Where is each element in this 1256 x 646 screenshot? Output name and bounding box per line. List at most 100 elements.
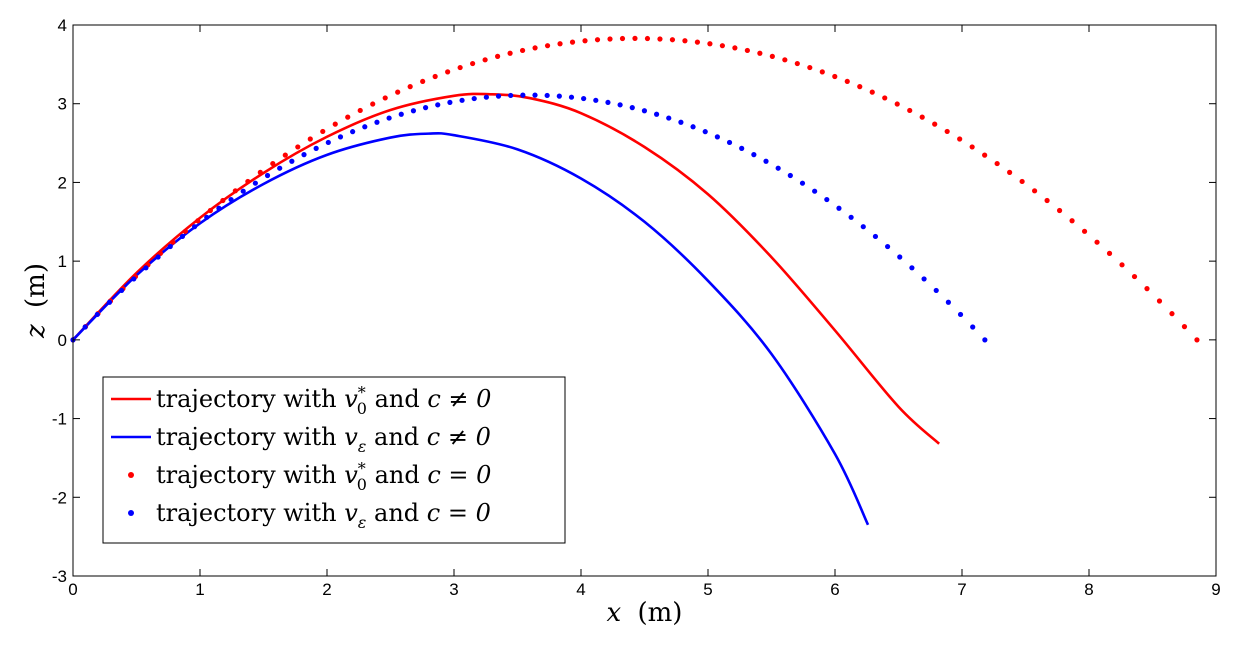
series-point (307, 136, 313, 142)
x-tick-label: 2 (322, 580, 331, 599)
series-point (1044, 197, 1050, 204)
series-point (362, 124, 368, 130)
series-point (757, 50, 763, 56)
legend-var-2: v (344, 461, 358, 489)
legend-var-3: v (344, 499, 358, 527)
y-tick-label: 2 (58, 173, 67, 192)
series-point (897, 254, 903, 260)
series-point (1131, 273, 1138, 280)
series-point (195, 218, 201, 224)
series-point (220, 197, 226, 204)
series-point (167, 243, 173, 250)
series-point (666, 115, 672, 121)
plot-frame (72, 24, 1217, 577)
x-axis-variable: x (607, 598, 622, 628)
series-point (407, 84, 413, 90)
series-point (641, 108, 648, 114)
x-tick-label: 8 (1084, 580, 1093, 599)
series-point (435, 102, 441, 108)
y-tick-label: 0 (58, 331, 67, 350)
series-point (669, 37, 676, 43)
y-tick-label: -1 (52, 410, 67, 429)
x-axis-unit: (m) (637, 598, 682, 628)
legend-mid-0: and (367, 385, 427, 413)
y-axis-variable: z (21, 324, 51, 339)
series-point (337, 134, 344, 140)
series-point (769, 53, 775, 59)
series-point (1007, 169, 1013, 175)
legend-swatch-3 (128, 510, 134, 516)
series-point (970, 324, 976, 330)
series-point (557, 41, 563, 47)
legend-pre-0: trajectory with (156, 385, 344, 413)
series-point (763, 158, 769, 164)
series-point (726, 139, 733, 146)
legend-sup-2: * (358, 459, 366, 478)
series-point (240, 188, 246, 194)
series-point (410, 108, 417, 114)
legend-cond-3: c = 0 (427, 499, 491, 527)
series-point (569, 39, 576, 45)
y-tick-label: -3 (52, 567, 67, 586)
series-point (1194, 337, 1200, 343)
y-tick-label: 4 (58, 16, 67, 35)
series-point (495, 93, 502, 99)
series-point (471, 95, 477, 102)
series-point (1094, 239, 1100, 245)
legend-label-1: trajectory with vε and c ≠ 0 (156, 423, 491, 456)
series-point (844, 78, 850, 85)
series-point (1156, 298, 1163, 304)
series-point (301, 152, 307, 158)
series-point (744, 47, 750, 54)
series-point (907, 107, 913, 114)
series-point (594, 37, 601, 43)
y-tick-label: 3 (58, 95, 67, 114)
x-tick-label: 3 (449, 580, 458, 599)
series-point (482, 57, 488, 63)
series-point (191, 224, 198, 230)
series-point (350, 129, 356, 135)
series-point (824, 196, 830, 203)
series-point (398, 111, 404, 117)
series-point (556, 93, 562, 99)
series-point (325, 139, 331, 146)
series-point (632, 35, 638, 41)
legend-sub-0: 0 (357, 399, 367, 418)
legend-var-0: v (344, 385, 358, 413)
series-point (422, 105, 429, 111)
x-tick-label: 4 (576, 580, 585, 599)
series-point (775, 165, 781, 171)
series-point (919, 114, 925, 120)
plot-marks (70, 35, 1200, 526)
legend-sub-3: ε (358, 513, 367, 532)
series-point (832, 73, 838, 80)
series-point (155, 254, 161, 260)
series-point (374, 119, 380, 125)
series-point (617, 102, 623, 108)
series-point (1144, 286, 1150, 292)
series-point (459, 97, 465, 103)
series-point (119, 287, 125, 294)
series-point (170, 239, 176, 245)
series-point (957, 311, 964, 318)
x-tick-label: 9 (1211, 580, 1220, 599)
series-point (994, 160, 1000, 167)
legend-sub-2: 0 (357, 475, 367, 494)
series-point (1106, 250, 1113, 256)
series-point (544, 92, 550, 99)
series-point (370, 101, 376, 107)
legend-label-2: trajectory with v* 0 and c = 0 (156, 459, 491, 494)
series-point (909, 265, 915, 271)
series-point (131, 276, 137, 282)
legend-mid-1: and (366, 423, 426, 451)
series-point (270, 160, 276, 167)
series-point (982, 152, 988, 158)
series-markers-2 (70, 35, 1200, 343)
series-point (395, 89, 401, 95)
legend-cond-2: c = 0 (427, 461, 491, 489)
legend-swatch-2 (128, 472, 134, 478)
series-point (182, 228, 188, 234)
series-point (508, 92, 514, 99)
series-point (782, 57, 788, 63)
